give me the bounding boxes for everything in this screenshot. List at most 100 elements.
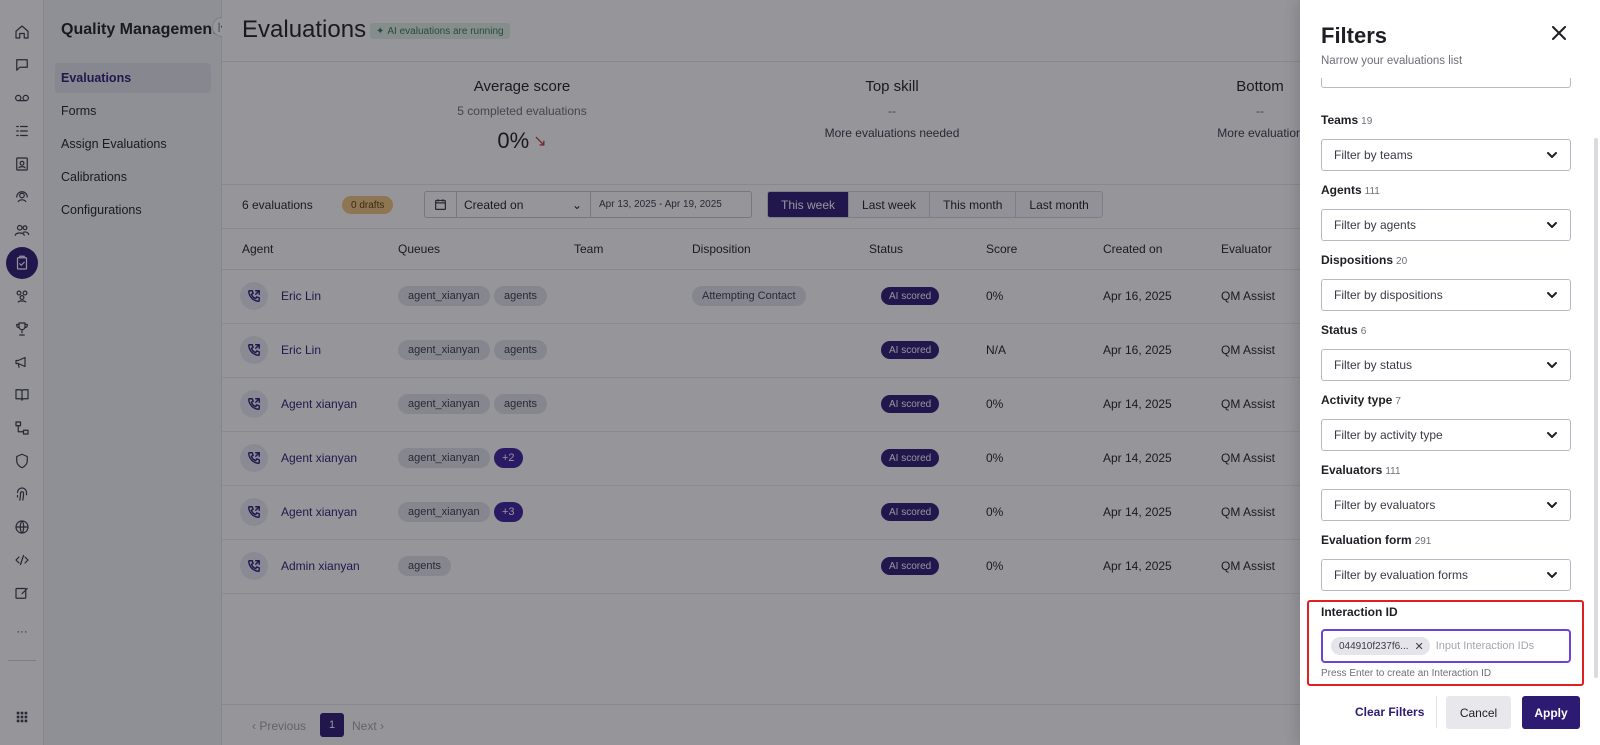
voicemail-icon[interactable]: [6, 82, 38, 114]
queue-chip: agent_xianyan: [398, 394, 490, 414]
home-icon[interactable]: [6, 16, 38, 48]
modal-backdrop[interactable]: [0, 0, 1300, 745]
agent-link[interactable]: Admin xianyan: [281, 559, 360, 573]
clear-filters-button[interactable]: Clear Filters: [1355, 705, 1425, 719]
column-header-disposition[interactable]: Disposition: [692, 242, 751, 256]
column-header-score[interactable]: Score: [986, 242, 1018, 256]
sidebar-item-evaluations[interactable]: Evaluations: [55, 63, 211, 93]
disposition-chip: Attempting Contact: [692, 286, 806, 306]
date-range-input[interactable]: Apr 13, 2025 - Apr 19, 2025: [599, 199, 722, 210]
tab-last-month[interactable]: Last month: [1029, 197, 1089, 212]
column-header-agent[interactable]: Agent: [242, 242, 274, 256]
team-icon[interactable]: [6, 214, 38, 246]
agents-select[interactable]: Filter by agents: [1321, 209, 1571, 241]
table-row[interactable]: Agent xianyan agent_xianyan +3 AI scored…: [222, 486, 1600, 540]
filter-label-text: Activity type: [1321, 393, 1393, 407]
agent-link[interactable]: Agent xianyan: [281, 397, 358, 411]
teams-select[interactable]: Filter by teams: [1321, 139, 1571, 171]
table-row[interactable]: Eric Lin agent_xianyan agents AI scored …: [222, 324, 1600, 378]
column-header-queues[interactable]: Queues: [398, 242, 441, 256]
column-header-created-on[interactable]: Created on: [1103, 242, 1163, 256]
sidebar-item-configurations[interactable]: Configurations: [55, 195, 211, 225]
flow-icon[interactable]: [6, 412, 38, 444]
evaluator-cell: QM Assist: [1221, 397, 1276, 411]
filter-label-text: Dispositions: [1321, 253, 1394, 267]
people-icon[interactable]: [6, 280, 38, 312]
remove-chip-icon[interactable]: ✕: [1414, 640, 1424, 653]
agent-link[interactable]: Agent xianyan: [281, 451, 358, 465]
apply-button[interactable]: Apply: [1522, 696, 1580, 729]
sidebar-item-label: Forms: [61, 104, 97, 118]
stat-sub: --: [1256, 104, 1264, 118]
dispositions-select[interactable]: Filter by dispositions: [1321, 279, 1571, 311]
sparkle-icon: ✦: [376, 25, 385, 37]
stat-value-text: More evaluations needed: [824, 126, 960, 140]
book-icon[interactable]: [6, 379, 38, 411]
filter-label-evaluators: Evaluators 111: [1321, 463, 1401, 477]
chevron-down-icon: [1547, 572, 1557, 578]
scrolled-filter-select[interactable]: [1321, 78, 1571, 88]
select-placeholder: Filter by teams: [1334, 148, 1413, 162]
chat-icon[interactable]: [6, 49, 38, 81]
interaction-id-placeholder: Input Interaction IDs: [1435, 640, 1535, 652]
more-icon[interactable]: ···: [6, 616, 38, 648]
phone-call-icon: [240, 444, 268, 472]
interaction-id-highlight: [1307, 600, 1584, 686]
page-title: Evaluations: [242, 16, 367, 43]
table-row[interactable]: Agent xianyan agent_xianyan agents AI sc…: [222, 378, 1600, 432]
sidebar-item-label: Assign Evaluations: [61, 137, 167, 151]
sidebar-item-assign-evaluations[interactable]: Assign Evaluations: [55, 129, 211, 159]
sidebar-item-forms[interactable]: Forms: [55, 96, 211, 126]
apps-icon[interactable]: [6, 701, 38, 733]
status-select[interactable]: Filter by status: [1321, 349, 1571, 381]
sidebar-item-calibrations[interactable]: Calibrations: [55, 162, 211, 192]
evaluation-form-select[interactable]: Filter by evaluation forms: [1321, 559, 1571, 591]
footer-divider: [1436, 696, 1437, 728]
interaction-id-input[interactable]: 044910f237f6... ✕ Input Interaction IDs: [1321, 629, 1571, 663]
filter-label-text: Evaluation form: [1321, 533, 1412, 547]
list-icon[interactable]: [6, 115, 38, 147]
code-icon[interactable]: [6, 544, 38, 576]
tab-last-week[interactable]: Last week: [849, 192, 931, 217]
table-row[interactable]: Eric Lin agent_xianyan agents Attempting…: [222, 270, 1600, 324]
column-header-evaluator[interactable]: Evaluator: [1221, 242, 1272, 256]
filter-count: 111: [1385, 466, 1401, 477]
agent-icon[interactable]: [6, 181, 38, 213]
calendar-button[interactable]: [425, 192, 457, 217]
drafts-badge[interactable]: 0 drafts: [342, 196, 394, 214]
close-button[interactable]: [1547, 21, 1571, 45]
next-label: Next: [352, 719, 377, 733]
created-on-cell: Apr 14, 2025: [1103, 505, 1172, 519]
agent-link[interactable]: Eric Lin: [281, 343, 322, 357]
shield-icon[interactable]: [6, 445, 38, 477]
panel-scrollbar[interactable]: [1594, 138, 1598, 678]
agent-link[interactable]: Eric Lin: [281, 289, 322, 303]
activity-type-select[interactable]: Filter by activity type: [1321, 419, 1571, 451]
more-queues-chip[interactable]: +2: [494, 448, 523, 468]
sidebar: Quality Management |< Evaluations Forms …: [44, 0, 232, 745]
clipboard-icon[interactable]: [6, 247, 38, 279]
evaluators-select[interactable]: Filter by evaluators: [1321, 489, 1571, 521]
chevron-down-icon: [1547, 502, 1557, 508]
globe-icon[interactable]: [6, 511, 38, 543]
table-toolbar: 6 evaluations 0 drafts Created on ⌄ Apr 1…: [242, 191, 1542, 219]
table-row[interactable]: Admin xianyan agents AI scored 0% Apr 14…: [222, 540, 1600, 594]
table-row[interactable]: Agent xianyan agent_xianyan +2 AI scored…: [222, 432, 1600, 486]
trophy-icon[interactable]: [6, 313, 38, 345]
next-page-button[interactable]: Next ›: [352, 719, 384, 733]
select-placeholder: Filter by dispositions: [1334, 288, 1443, 302]
agent-link[interactable]: Agent xianyan: [281, 505, 358, 519]
date-field-select[interactable]: Created on ⌄: [457, 192, 591, 217]
tab-this-month[interactable]: This month: [930, 192, 1017, 217]
column-header-team[interactable]: Team: [574, 242, 604, 256]
page-1-button[interactable]: 1: [320, 713, 344, 737]
cancel-button[interactable]: Cancel: [1446, 696, 1511, 729]
fingerprint-icon[interactable]: [6, 478, 38, 510]
edit-icon[interactable]: [6, 577, 38, 609]
more-queues-chip[interactable]: +3: [494, 502, 523, 522]
contacts-icon[interactable]: [6, 148, 38, 180]
previous-page-button[interactable]: ‹ Previous: [252, 719, 306, 733]
column-header-status[interactable]: Status: [869, 242, 904, 256]
megaphone-icon[interactable]: [6, 346, 38, 378]
tab-this-week[interactable]: This week: [768, 192, 850, 217]
